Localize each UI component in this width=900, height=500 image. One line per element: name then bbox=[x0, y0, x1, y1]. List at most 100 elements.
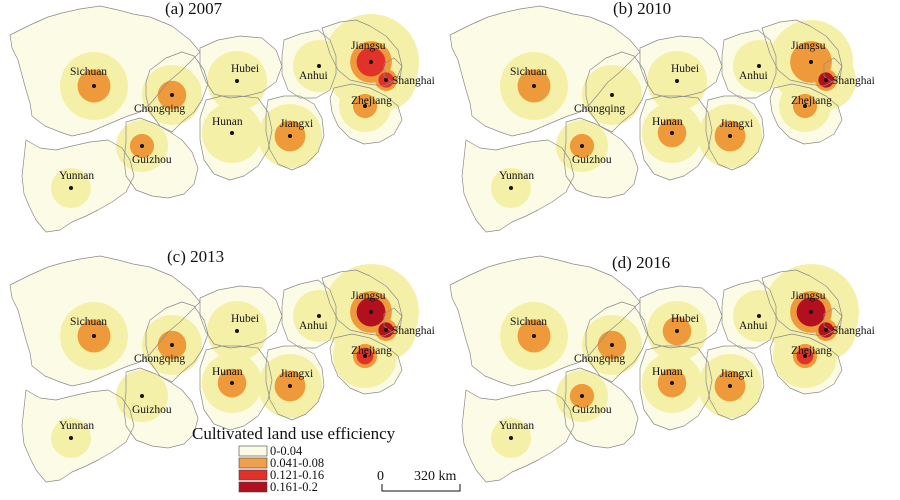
city-label-jiangsu: Jiangsu bbox=[791, 290, 826, 302]
city-dot-guizhou bbox=[140, 144, 144, 148]
city-label-hubei: Hubei bbox=[671, 63, 699, 75]
province-boundary bbox=[265, 345, 325, 421]
province-boundary bbox=[21, 139, 135, 233]
city-label-sichuan: Sichuan bbox=[70, 316, 107, 328]
city-dot-yunnan bbox=[509, 436, 513, 440]
city-dot-anhui bbox=[317, 314, 321, 318]
city-label-yunnan: Yunnan bbox=[59, 170, 94, 182]
city-label-yunnan: Yunnan bbox=[499, 170, 534, 182]
legend-label: 0.041-0.08 bbox=[270, 456, 324, 470]
province-boundary bbox=[123, 117, 199, 199]
province-boundary bbox=[823, 307, 843, 333]
city-label-guizhou: Guizhou bbox=[132, 404, 172, 416]
province-boundary bbox=[449, 255, 641, 387]
legend-swatch bbox=[238, 445, 268, 457]
city-label-chongqing: Chongqing bbox=[134, 353, 185, 365]
province-boundary bbox=[639, 345, 713, 431]
city-dot-guizhou bbox=[580, 144, 584, 148]
city-dot-jiangxi bbox=[288, 134, 292, 138]
city-dot-chongqing bbox=[170, 343, 174, 347]
city-label-jiangxi: Jiangxi bbox=[720, 368, 753, 380]
province-boundary bbox=[721, 279, 777, 349]
province-boundary bbox=[563, 367, 639, 449]
province-boundary bbox=[769, 333, 843, 395]
province-boundary bbox=[9, 5, 201, 137]
city-label-jiangxi: Jiangxi bbox=[280, 118, 313, 130]
city-dot-hunan bbox=[230, 131, 234, 135]
province-boundary bbox=[123, 367, 199, 449]
city-label-guizhou: Guizhou bbox=[572, 404, 612, 416]
city-dot-sichuan bbox=[92, 84, 96, 88]
province-boundaries bbox=[9, 255, 403, 483]
scale-bar: 0 320 km bbox=[377, 469, 461, 492]
city-label-yunnan: Yunnan bbox=[499, 420, 534, 432]
city-dot-chongqing bbox=[610, 93, 614, 97]
city-dot-yunnan bbox=[69, 186, 73, 190]
city-dot-zhejiang bbox=[803, 104, 807, 108]
city-label-hunan: Hunan bbox=[212, 366, 243, 378]
city-dot-jiangsu bbox=[809, 310, 813, 314]
city-dot-shanghai bbox=[384, 78, 388, 82]
city-dot-shanghai bbox=[824, 78, 828, 82]
city-label-hunan: Hunan bbox=[212, 116, 243, 128]
province-boundary bbox=[321, 19, 403, 87]
city-dot-jiangsu bbox=[369, 60, 373, 64]
city-dot-jiangxi bbox=[728, 134, 732, 138]
city-dot-jiangsu bbox=[369, 310, 373, 314]
province-boundary bbox=[9, 255, 201, 387]
province-boundary bbox=[585, 51, 649, 133]
city-label-guizhou: Guizhou bbox=[132, 154, 172, 166]
panel-title-1: (a) 2007 bbox=[165, 0, 223, 18]
city-label-hubei: Hubei bbox=[671, 313, 699, 325]
province-boundary bbox=[281, 29, 337, 99]
province-boundary bbox=[383, 307, 403, 333]
map-panel-1: Sichuan Chongqing Guizhou Yunnan Hubei Hunan J… bbox=[9, 5, 435, 233]
scale-bar-start: 0 bbox=[377, 469, 384, 484]
city-dot-sichuan bbox=[532, 84, 536, 88]
province-boundary bbox=[265, 95, 325, 171]
city-label-anhui: Anhui bbox=[739, 70, 768, 82]
map-panel-3: Sichuan Chongqing Guizhou Yunnan Hubei Hunan J… bbox=[9, 255, 435, 483]
province-boundary bbox=[639, 95, 713, 181]
city-label-hubei: Hubei bbox=[231, 63, 259, 75]
city-dot-jiangxi bbox=[728, 384, 732, 388]
province-boundary bbox=[761, 269, 843, 337]
city-dot-jiangxi bbox=[288, 384, 292, 388]
city-label-shanghai: Shanghai bbox=[832, 75, 875, 87]
city-dot-yunnan bbox=[69, 436, 73, 440]
city-label-hubei: Hubei bbox=[231, 313, 259, 325]
city-label-yunnan: Yunnan bbox=[59, 420, 94, 432]
city-label-sichuan: Sichuan bbox=[510, 66, 547, 78]
city-dot-chongqing bbox=[170, 93, 174, 97]
city-dot-hubei bbox=[675, 79, 679, 83]
legend-swatch bbox=[238, 469, 268, 481]
city-dot-sichuan bbox=[532, 334, 536, 338]
province-boundary bbox=[639, 35, 723, 99]
province-boundary bbox=[769, 83, 843, 145]
city-label-anhui: Anhui bbox=[739, 320, 768, 332]
province-boundary bbox=[199, 345, 273, 431]
legend-label: 0.121-0.16 bbox=[270, 468, 324, 482]
legend-swatch bbox=[238, 481, 268, 493]
province-boundary bbox=[145, 301, 209, 383]
city-label-zhejiang: Zhejiang bbox=[351, 95, 392, 107]
province-boundary bbox=[461, 389, 575, 483]
panel-title-4: (d) 2016 bbox=[612, 253, 670, 272]
city-dot-hubei bbox=[235, 329, 239, 333]
city-label-jiangxi: Jiangxi bbox=[280, 368, 313, 380]
city-label-guizhou: Guizhou bbox=[572, 154, 612, 166]
city-label-anhui: Anhui bbox=[299, 70, 328, 82]
city-dot-zhejiang bbox=[803, 354, 807, 358]
scale-bar-line bbox=[381, 484, 461, 492]
city-label-sichuan: Sichuan bbox=[510, 316, 547, 328]
province-boundary bbox=[639, 285, 723, 349]
city-label-sichuan: Sichuan bbox=[70, 66, 107, 78]
city-label-jiangsu: Jiangsu bbox=[351, 290, 386, 302]
city-label-jiangxi: Jiangxi bbox=[720, 118, 753, 130]
province-boundary bbox=[321, 269, 403, 337]
legend-swatch bbox=[238, 457, 268, 469]
province-boundary bbox=[761, 19, 843, 87]
province-boundary bbox=[823, 57, 843, 83]
city-label-shanghai: Shanghai bbox=[392, 325, 435, 337]
